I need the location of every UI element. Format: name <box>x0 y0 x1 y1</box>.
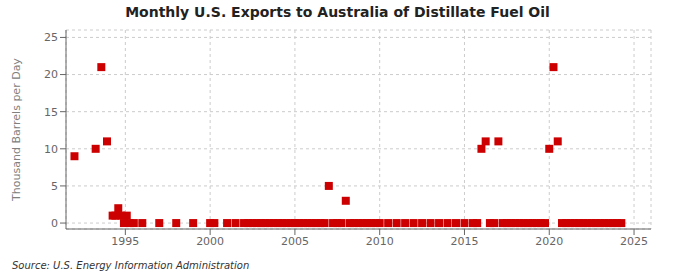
svg-text:2005: 2005 <box>281 235 309 248</box>
svg-text:25: 25 <box>44 31 58 44</box>
svg-text:2025: 2025 <box>620 235 648 248</box>
svg-text:15: 15 <box>44 106 58 119</box>
svg-text:0: 0 <box>51 217 58 230</box>
svg-text:2000: 2000 <box>196 235 224 248</box>
html-text:Source: U.S. Energy Informatio: Source: U.S. Energy Information Administ… <box>12 260 250 271</box>
svg-text:2020: 2020 <box>535 235 563 248</box>
svg-text:1995: 1995 <box>111 235 139 248</box>
svg-text:20: 20 <box>44 68 58 81</box>
svg-text:Thousand Barrels per Day: Thousand Barrels per Day <box>10 58 23 202</box>
svg-text:5: 5 <box>51 180 58 193</box>
html-text:Monthly U.S. Exports to Austra: Monthly U.S. Exports to Australia of Dis… <box>125 4 550 20</box>
svg-text:2015: 2015 <box>450 235 478 248</box>
svg-text:10: 10 <box>44 143 58 156</box>
svg-text:2010: 2010 <box>366 235 394 248</box>
